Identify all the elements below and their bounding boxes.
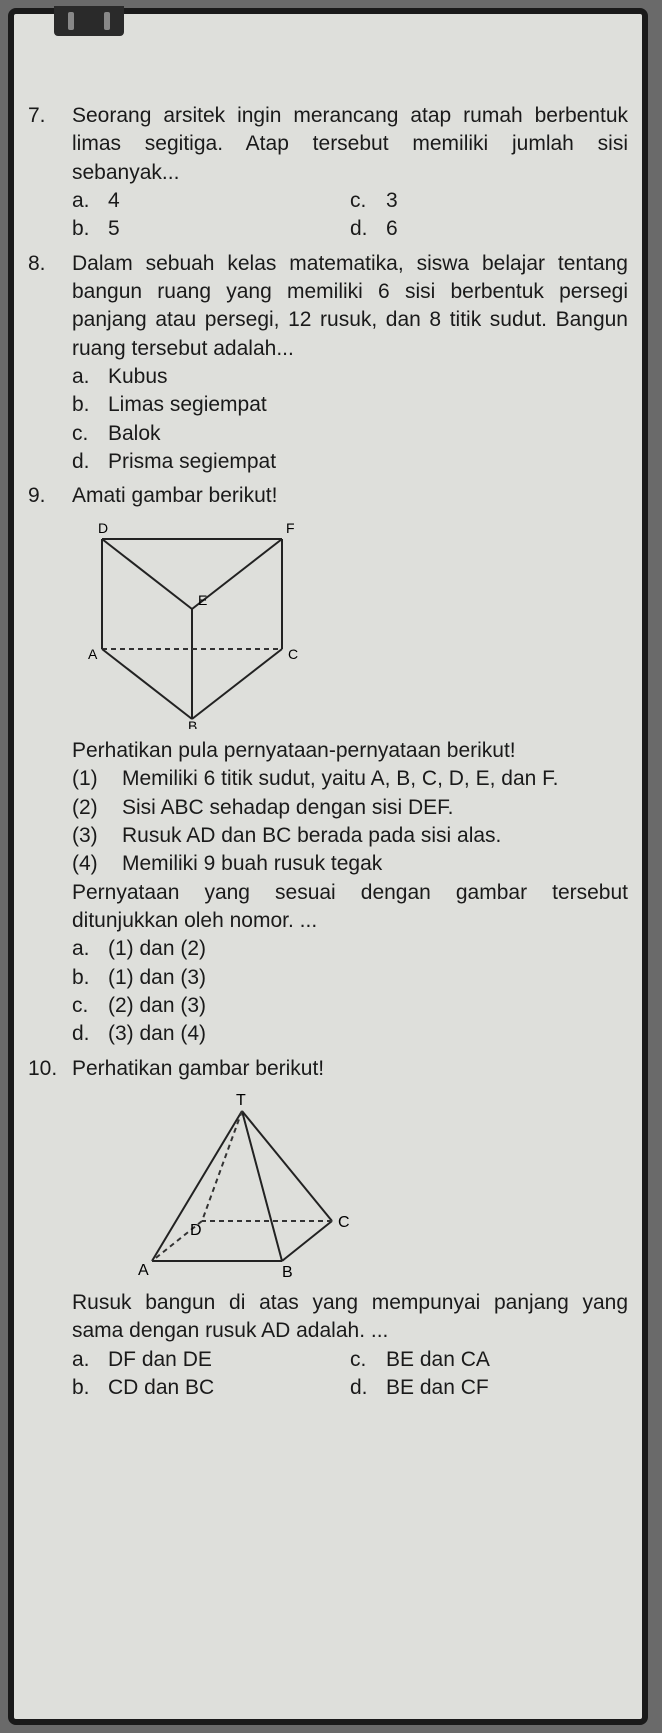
question-text: Perhatikan gambar berikut!	[72, 1055, 628, 1083]
question-text: Amati gambar berikut!	[72, 482, 628, 510]
q9-sub2: Pernyataan yang sesuai dengan gambar ter…	[72, 879, 628, 936]
vertex-D: D	[190, 1222, 202, 1239]
question-7: 7. Seorang arsitek ingin merancang atap …	[28, 102, 628, 244]
vertex-A: A	[88, 646, 98, 662]
opt-letter-d: d.	[72, 1020, 108, 1048]
opt-letter-c: c.	[350, 1346, 386, 1374]
opt-letter-d: d.	[72, 448, 108, 476]
question-body: Perhatikan gambar berikut!	[72, 1055, 628, 1403]
opt-letter-c: c.	[72, 992, 108, 1020]
opt-d: BE dan CF	[386, 1374, 489, 1402]
opt-a: Kubus	[108, 363, 168, 391]
opt-letter-b: b.	[72, 1374, 108, 1402]
opt-letter-a: a.	[72, 1346, 108, 1374]
vertex-F: F	[286, 520, 295, 536]
opt-letter-c: c.	[72, 420, 108, 448]
stmt-num-2: (2)	[72, 794, 122, 822]
pyramid-figure: T A B C D	[132, 1091, 628, 1281]
content-area: 7. Seorang arsitek ingin merancang atap …	[28, 102, 628, 1402]
opt-letter-d: d.	[350, 215, 386, 243]
question-body: Seorang arsitek ingin merancang atap rum…	[72, 102, 628, 244]
opt-letter-a: a.	[72, 187, 108, 215]
opt-c: (2) dan (3)	[108, 992, 206, 1020]
stmt-2: Sisi ABC sehadap dengan sisi DEF.	[122, 794, 454, 822]
stmt-3: Rusuk AD dan BC berada pada sisi alas.	[122, 822, 501, 850]
question-9: 9. Amati gambar berikut!	[28, 482, 628, 1048]
question-text: Dalam sebuah kelas matematika, siswa bel…	[72, 250, 628, 363]
stmt-1: Memiliki 6 titik sudut, yaitu A, B, C, D…	[122, 765, 559, 793]
vertex-C: C	[288, 646, 298, 662]
vertex-E: E	[198, 592, 207, 608]
vertex-C: C	[338, 1214, 350, 1231]
opt-b: (1) dan (3)	[108, 964, 206, 992]
opt-b: 5	[108, 215, 120, 243]
question-number: 7.	[28, 102, 72, 244]
vertex-B: B	[188, 718, 197, 729]
opt-a: 4	[108, 187, 120, 215]
opt-c: 3	[386, 187, 398, 215]
stmt-num-3: (3)	[72, 822, 122, 850]
vertex-A: A	[138, 1262, 149, 1279]
question-number: 8.	[28, 250, 72, 477]
opt-d: 6	[386, 215, 398, 243]
question-8: 8. Dalam sebuah kelas matematika, siswa …	[28, 250, 628, 477]
q10-sub: Rusuk bangun di atas yang mempunyai panj…	[72, 1289, 628, 1346]
opt-b: CD dan BC	[108, 1374, 214, 1402]
opt-letter-b: b.	[72, 215, 108, 243]
opt-letter-a: a.	[72, 935, 108, 963]
opt-a: DF dan DE	[108, 1346, 212, 1374]
question-number: 10.	[28, 1055, 72, 1403]
opt-letter-d: d.	[350, 1374, 386, 1402]
question-text: Seorang arsitek ingin merancang atap rum…	[72, 102, 628, 187]
opt-c: BE dan CA	[386, 1346, 490, 1374]
opt-letter-c: c.	[350, 187, 386, 215]
vertex-T: T	[236, 1092, 246, 1109]
opt-d: Prisma segiempat	[108, 448, 276, 476]
opt-letter-b: b.	[72, 391, 108, 419]
opt-d: (3) dan (4)	[108, 1020, 206, 1048]
prism-figure: D F E A C B	[72, 519, 628, 729]
question-body: Amati gambar berikut!	[72, 482, 628, 1048]
opt-letter-b: b.	[72, 964, 108, 992]
stmt-num-1: (1)	[72, 765, 122, 793]
vertex-B: B	[282, 1264, 293, 1281]
opt-letter-a: a.	[72, 363, 108, 391]
q9-sub1: Perhatikan pula pernyataan-pernyataan be…	[72, 737, 628, 765]
opt-a: (1) dan (2)	[108, 935, 206, 963]
question-body: Dalam sebuah kelas matematika, siswa bel…	[72, 250, 628, 477]
opt-b: Limas segiempat	[108, 391, 267, 419]
stmt-4: Memiliki 9 buah rusuk tegak	[122, 850, 382, 878]
page-frame: 7. Seorang arsitek ingin merancang atap …	[8, 8, 648, 1725]
question-10: 10. Perhatikan gambar berikut!	[28, 1055, 628, 1403]
question-number: 9.	[28, 482, 72, 1048]
opt-c: Balok	[108, 420, 161, 448]
binder-tab	[54, 6, 124, 36]
stmt-num-4: (4)	[72, 850, 122, 878]
vertex-D: D	[98, 520, 108, 536]
